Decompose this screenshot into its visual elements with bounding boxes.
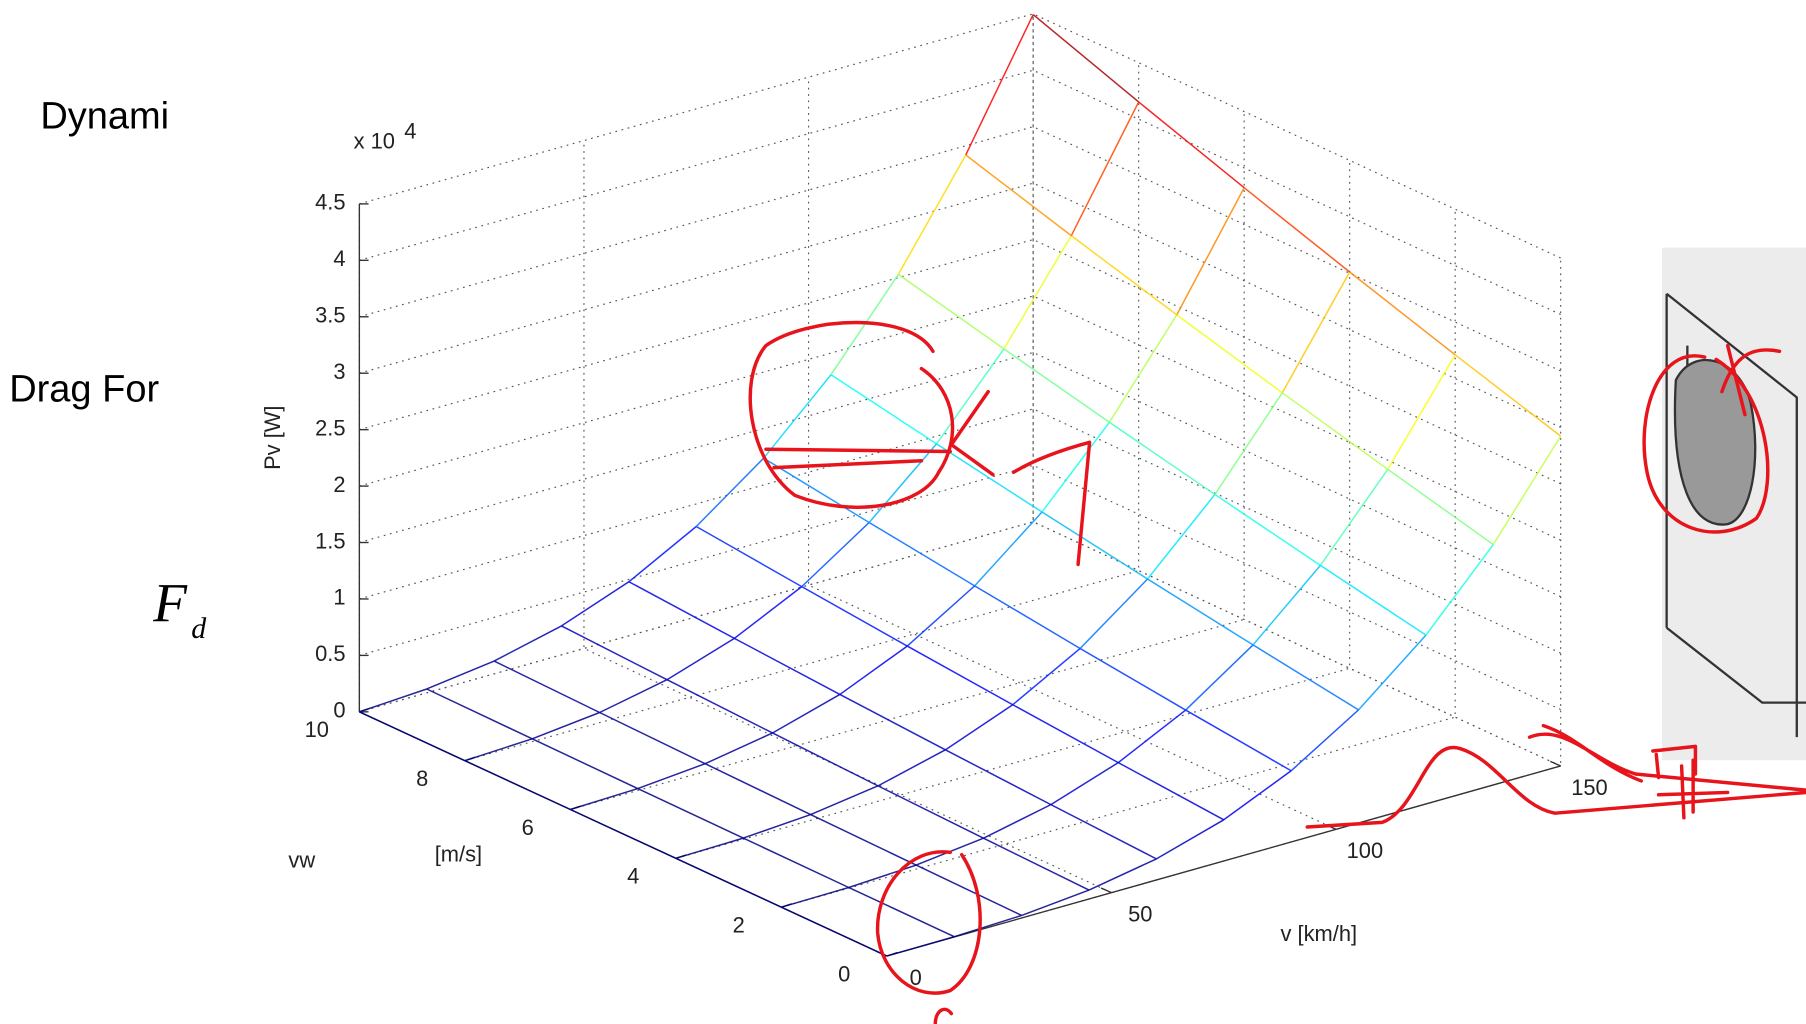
x-tick-label: 50 bbox=[1128, 901, 1152, 926]
x-axis-label: v [km/h] bbox=[1281, 921, 1358, 946]
z-tick-label: 1 bbox=[333, 585, 345, 610]
slide-text: Drag For bbox=[9, 369, 159, 411]
slide-text: Dynami bbox=[40, 96, 169, 138]
z-tick-label: 1.5 bbox=[315, 528, 345, 553]
z-tick-label: 0 bbox=[333, 698, 345, 723]
x-tick-label: 150 bbox=[1571, 775, 1608, 800]
z-axis-label: Pv [W] bbox=[260, 405, 285, 469]
side-image bbox=[1662, 248, 1806, 761]
z-tick-label: 0.5 bbox=[315, 641, 345, 666]
z-tick-label: 4.5 bbox=[315, 190, 345, 215]
y-tick-label: 0 bbox=[838, 961, 850, 986]
z-tick-label: 2.5 bbox=[315, 415, 345, 440]
y-tick-label: 8 bbox=[416, 766, 428, 791]
z-tick-label: 4 bbox=[333, 246, 345, 271]
formula-subscript: d bbox=[191, 612, 207, 645]
formula: F bbox=[152, 572, 188, 633]
y-axis-label: vw bbox=[288, 847, 315, 872]
slide: Dynami Drag For F d 0 0.5 1 1.5 2 2.5 3 3.5 4 4.5… bbox=[0, 0, 1806, 1024]
z-exponent: 4 bbox=[404, 118, 416, 143]
y-tick-label: 10 bbox=[305, 717, 329, 742]
y-axis-unit: [m/s] bbox=[435, 842, 482, 867]
z-tick-label: 3 bbox=[333, 359, 345, 384]
y-tick-label: 4 bbox=[627, 864, 639, 889]
y-tick-label: 2 bbox=[733, 913, 745, 938]
z-multiplier: x 10 bbox=[354, 129, 395, 154]
z-tick-label: 2 bbox=[333, 472, 345, 497]
y-tick-label: 6 bbox=[522, 815, 534, 840]
z-tick-label: 3.5 bbox=[315, 303, 345, 328]
x-tick-label: 100 bbox=[1347, 838, 1384, 863]
